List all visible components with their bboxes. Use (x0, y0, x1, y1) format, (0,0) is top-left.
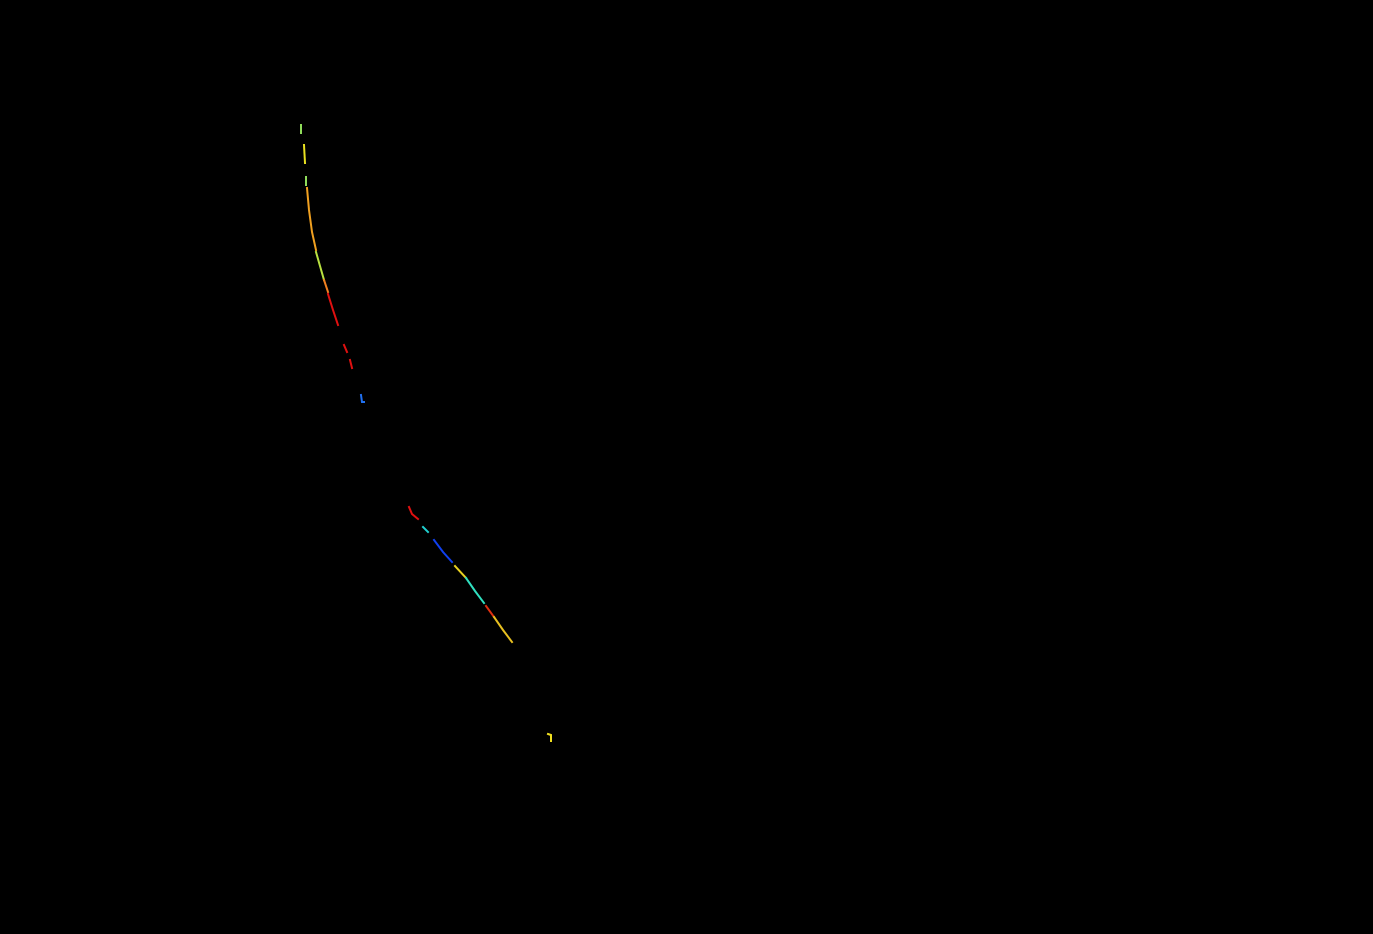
trace-segment (421, 525, 430, 534)
trace-segment (484, 604, 496, 619)
trace-segment (342, 343, 349, 354)
trace-segment (407, 505, 420, 521)
trace-segment (359, 393, 365, 403)
trace-segment (492, 615, 514, 644)
trace-segment (546, 732, 552, 742)
trace-segment (432, 538, 454, 564)
trace-segment (302, 143, 307, 165)
trace-segment (314, 250, 326, 282)
trace-segment (322, 278, 330, 294)
trace-segment (326, 292, 340, 327)
trace-segment (305, 186, 318, 252)
trace-segment (464, 576, 486, 605)
trace-segment (348, 358, 354, 370)
trace-segment (453, 564, 468, 580)
